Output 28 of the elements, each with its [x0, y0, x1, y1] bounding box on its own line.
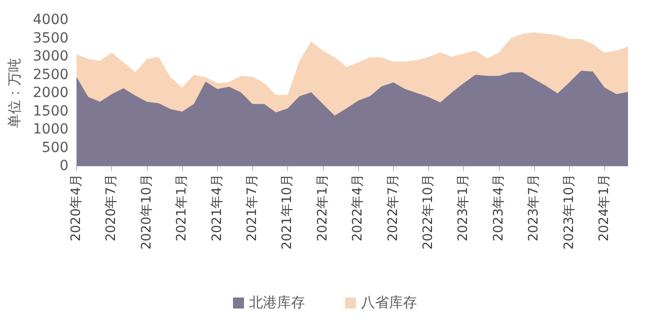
x-tick-label: 2023年10月 — [562, 174, 577, 250]
x-tick-label: 2020年4月 — [69, 174, 84, 242]
y-tick-label: 1000 — [32, 122, 69, 138]
x-tick-label: 2023年7月 — [526, 174, 542, 242]
y-tick-label: 2000 — [32, 85, 69, 101]
x-tick-label: 2021年1月 — [174, 174, 190, 242]
x-tick-label: 2023年4月 — [491, 174, 506, 242]
x-tick-label: 2021年10月 — [280, 174, 296, 250]
y-tick-label: 500 — [42, 140, 69, 156]
y-tick-label: 3000 — [32, 48, 69, 64]
x-tick-label: 2020年7月 — [104, 174, 120, 242]
x-tick-label: 2024年1月 — [597, 174, 612, 242]
y-tick-label: 1500 — [32, 103, 69, 120]
x-tick-label: 2020年10月 — [139, 174, 154, 250]
x-tick-label: 2023年1月 — [456, 174, 472, 242]
legend-label: 北港库存 — [249, 295, 305, 311]
y-tick-label: 4000 — [32, 12, 69, 28]
legend-label: 八省库存 — [361, 295, 417, 311]
y-tick-label: 2500 — [32, 66, 69, 83]
x-tick-label: 2022年7月 — [386, 174, 401, 242]
y-axis-title: 单位：万吨 — [7, 58, 23, 128]
x-tick-label: 2021年7月 — [245, 174, 260, 242]
y-tick-label: 3500 — [32, 30, 69, 46]
x-tick-label: 2022年4月 — [350, 174, 366, 242]
x-tick-label: 2022年1月 — [315, 174, 330, 242]
x-tick-label: 2021年4月 — [210, 174, 225, 242]
x-tick-label: 2022年10月 — [421, 174, 436, 250]
y-tick-label: 0 — [60, 158, 69, 174]
